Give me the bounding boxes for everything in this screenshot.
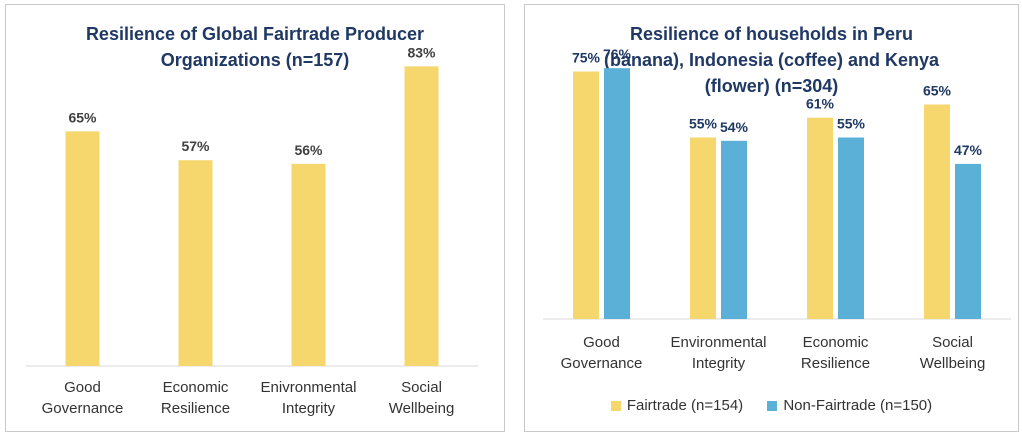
right-chart-panel: Resilience of households in Peru (banana… xyxy=(524,4,1019,432)
legend-swatch-fairtrade xyxy=(610,400,621,411)
left-title-line-1: Resilience of Global Fairtrade Producer xyxy=(85,24,425,44)
right-chart-bar xyxy=(838,137,864,319)
left-chart-data-label: 56% xyxy=(294,142,323,158)
right-title-line-1: Resilience of households in Peru xyxy=(629,24,914,44)
right-chart-bar xyxy=(807,117,833,319)
left-chart-bar xyxy=(404,66,439,366)
right-chart-data-label: 55% xyxy=(837,116,866,132)
right-chart-bar xyxy=(924,104,950,319)
legend-label-nonfairtrade: Non-Fairtrade (n=150) xyxy=(783,397,933,414)
left-chart-category-label: Wellbeing xyxy=(389,400,455,417)
left-chart-bar xyxy=(291,163,326,366)
right-chart-category-label: Environmental xyxy=(671,334,767,351)
right-chart-bar xyxy=(573,71,599,319)
left-chart-bar xyxy=(65,131,100,366)
right-title-line-2: (banana), Indonesia (coffee) and Kenya xyxy=(603,50,940,70)
left-chart-data-label: 83% xyxy=(407,44,436,60)
left-chart-category-label: Resilience xyxy=(161,400,230,417)
legend-item-nonfairtrade: Non-Fairtrade (n=150) xyxy=(767,397,932,414)
right-chart-data-label: 47% xyxy=(954,142,983,158)
right-chart-data-label: 61% xyxy=(806,96,835,112)
legend-label-fairtrade: Fairtrade (n=154) xyxy=(626,397,744,414)
right-chart-category-label: Resilience xyxy=(801,355,870,372)
legend-item-fairtrade: Fairtrade (n=154) xyxy=(610,397,744,414)
right-chart-data-label: 54% xyxy=(720,119,749,135)
left-chart-plot: 65% Good Governance 57% Economic Resilience 56… xyxy=(26,44,478,417)
right-chart-legend: Fairtrade (n=154) Non-Fairtrade (n=150) xyxy=(525,397,1018,415)
left-chart-category-label: Social xyxy=(401,379,442,396)
left-chart-category-label: Governance xyxy=(42,400,124,417)
left-chart-data-label: 57% xyxy=(181,138,210,154)
right-chart-category-label: Good xyxy=(583,334,620,351)
left-chart-title: Resilience of Global Fairtrade Producer … xyxy=(6,21,504,73)
left-chart-data-label: 65% xyxy=(68,109,97,125)
right-chart-bar xyxy=(604,68,630,319)
right-chart-title: Resilience of households in Peru (banana… xyxy=(525,21,1018,99)
left-chart-category-label: Good xyxy=(64,379,101,396)
right-chart-category-label: Social xyxy=(932,334,973,351)
right-chart-category-label: Integrity xyxy=(692,355,746,372)
left-chart-category-label: Enivronmental xyxy=(261,379,357,396)
left-chart-panel: Resilience of Global Fairtrade Producer … xyxy=(5,4,505,432)
left-chart-category-label: Integrity xyxy=(282,400,336,417)
left-title-line-2: Organizations (n=157) xyxy=(160,50,350,70)
left-chart-category-label: Economic xyxy=(163,379,229,396)
right-chart-bar xyxy=(955,163,981,319)
right-chart-data-label: 65% xyxy=(923,83,952,99)
right-chart-category-label: Economic xyxy=(803,334,869,351)
right-title-line-3: (flower) (n=304) xyxy=(704,76,839,96)
legend-swatch-nonfairtrade xyxy=(767,400,778,411)
right-chart-category-label: Governance xyxy=(561,355,643,372)
right-chart-data-label: 75% xyxy=(572,50,601,66)
right-chart-data-label: 55% xyxy=(689,116,718,132)
right-chart-bar xyxy=(690,137,716,319)
left-chart-bar xyxy=(178,160,213,366)
right-chart-bar xyxy=(721,140,747,319)
right-chart-data-label: 76% xyxy=(603,46,632,62)
right-chart-category-label: Wellbeing xyxy=(920,355,986,372)
